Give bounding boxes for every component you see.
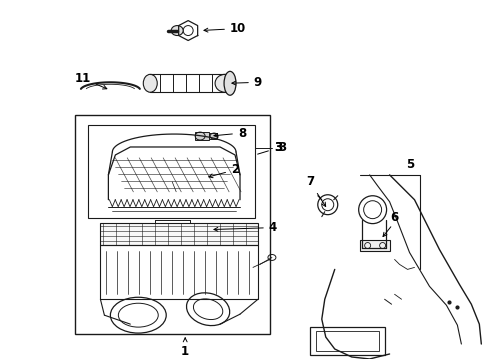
Bar — [209, 133, 217, 139]
Bar — [359, 239, 389, 252]
Text: 5: 5 — [406, 158, 414, 171]
Bar — [315, 331, 378, 351]
Text: 3: 3 — [273, 141, 282, 154]
Text: 11: 11 — [74, 72, 106, 89]
Ellipse shape — [171, 26, 183, 36]
Bar — [195, 132, 209, 140]
Bar — [100, 222, 258, 244]
Text: 7: 7 — [305, 175, 325, 206]
Text: 10: 10 — [203, 22, 245, 35]
Text: 1: 1 — [181, 338, 189, 357]
Text: 8: 8 — [214, 127, 245, 140]
Text: 2: 2 — [208, 163, 239, 178]
Bar — [100, 244, 258, 299]
Text: 3: 3 — [257, 141, 282, 154]
Ellipse shape — [224, 71, 236, 95]
Ellipse shape — [143, 74, 157, 92]
Text: 6: 6 — [389, 211, 398, 224]
Text: 9: 9 — [231, 76, 262, 89]
Bar — [309, 327, 384, 355]
Ellipse shape — [215, 74, 235, 92]
Text: 4: 4 — [214, 221, 277, 234]
Bar — [88, 125, 254, 218]
Text: 3: 3 — [277, 141, 285, 154]
Bar — [75, 115, 269, 334]
